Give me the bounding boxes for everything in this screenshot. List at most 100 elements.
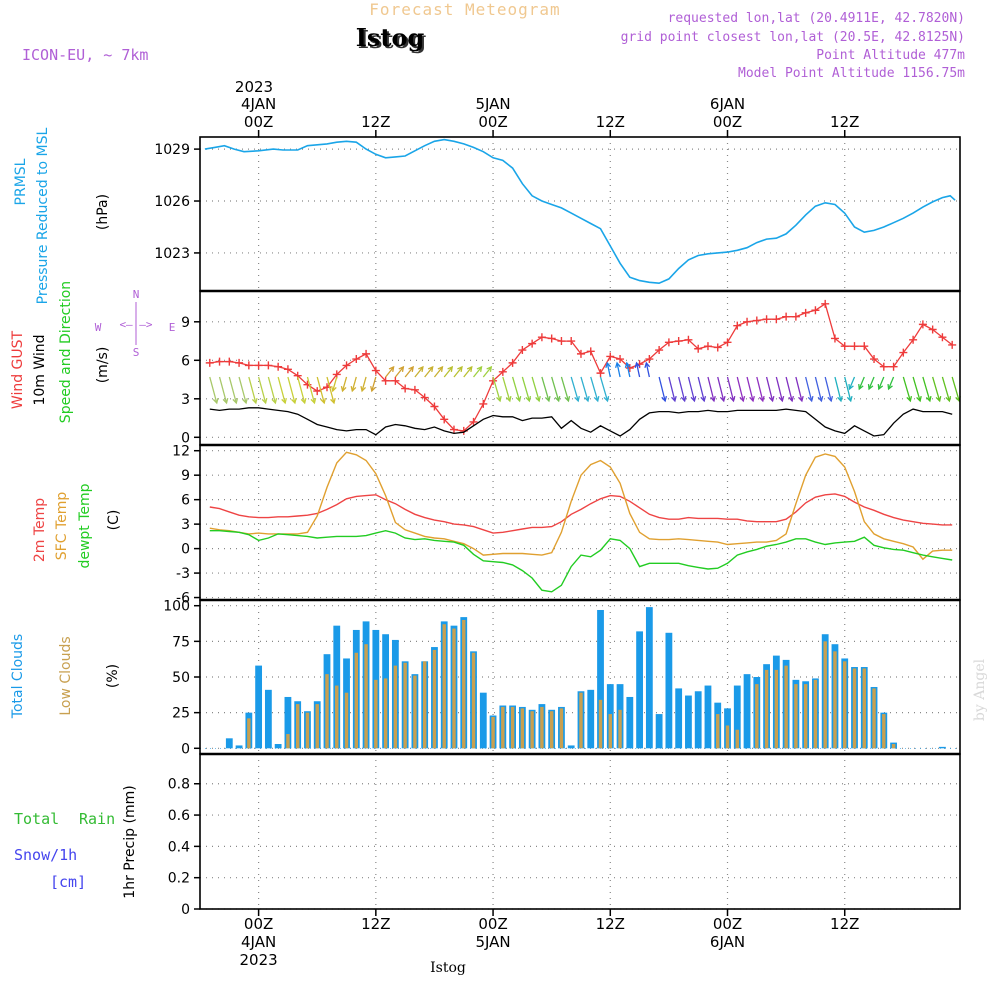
wind-arrow-head [251,397,258,405]
y-tick-label: 6 [181,353,190,369]
compass-s: S [133,346,140,359]
panels: 1023102610290369-6-3036912025507510000.2… [154,136,961,918]
gust-marker [215,357,224,366]
wind-arrow [912,376,921,402]
gust-marker [948,340,957,349]
total-cloud-bar [284,696,292,749]
wind-arrow [580,376,589,402]
total-cloud-bar [479,692,487,749]
gust-marker [244,361,253,370]
gust-marker [684,335,693,344]
gust-marker [606,352,615,361]
wind-arrow-head [680,395,687,403]
wind-arrow-head [719,395,726,403]
wind-arrow [717,376,725,402]
panel-frame [199,290,961,446]
compass-n: N [133,288,140,301]
wind-arrow [551,376,560,402]
panel-temperature: -6 -3 0 3 6 9 12 [172,444,960,607]
gust-marker [518,346,527,355]
y-tick-label: 9 [181,468,190,484]
wind-line [209,407,953,437]
wind-arrow [726,376,735,402]
low-cloud-bar [354,652,358,749]
low-clouds-label: Low Clouds [58,636,74,715]
low-cloud-bar [549,711,554,749]
low-cloud-bar [891,744,896,749]
total-cloud-bar [665,632,673,749]
wind-arrow [848,376,856,390]
wind-arrow-head [261,397,268,405]
wind-arrow-head [320,397,327,405]
gust-marker [772,315,781,324]
low-cloud-bar [823,641,827,749]
wind-arrow-head [564,395,571,403]
low-cloud-bar [247,718,251,749]
wind-arrow-head [945,395,952,403]
wind-arrow-head [877,383,884,391]
prmsl-desc-label: Pressure Reduced to MSL [35,127,51,304]
footer-station: Istog [430,960,466,976]
wind-arrow-head [848,383,854,391]
wind-arrow-head [739,395,746,403]
wind-arrow [414,366,424,378]
gust-marker [362,349,371,358]
top-tick-label: 4JAN [241,95,276,113]
precip-units: 1hr Precip (mm) [122,785,138,898]
wind-arrow-head [615,361,621,368]
gust-marker [694,344,703,353]
wind-arrow [443,366,453,378]
wind-arrow [404,366,414,378]
wind-arrow-head [574,395,580,403]
low-cloud-bar [286,734,290,749]
y-tick-label: 3 [181,517,190,533]
low-cloud-bar [295,704,300,749]
wind-arrow-head [887,383,893,391]
wind-arrow [858,376,865,390]
wind-arrow [878,376,885,390]
bottom-tick-label: 00Z [713,915,742,933]
top-tick-label: 12Z [830,113,859,131]
wind-arrow [371,376,377,392]
top-axis-year: 2023 [235,78,273,96]
wind-arrow [267,376,277,404]
wind-arrow-head [525,395,532,403]
precip-total-label: Total [14,810,59,828]
low-cloud-bar [862,668,866,749]
low-cloud-bar [344,692,349,749]
total-cloud-bar [694,691,702,749]
wind-arrow [424,366,434,378]
gust-label: Wind GUST [10,330,26,409]
gust-marker [235,358,244,367]
low-cloud-bar [803,684,808,749]
low-cloud-bar [598,699,603,749]
wind-arrow [287,376,296,404]
gust-marker [938,333,947,342]
wind-arrow [645,362,650,378]
low-cloud-bar [774,669,779,749]
wind-arrow [209,376,218,404]
sfc-temp-line [209,451,953,561]
wind-arrow-head [690,395,697,403]
precip-cm-label: [cm] [50,873,86,891]
gust-marker [889,362,898,371]
gust-marker [625,364,634,372]
wind-arrow-head [466,365,473,373]
wind-arrow [341,376,348,392]
wind-arrow-head [644,361,651,368]
gust-marker [821,299,830,308]
wind-arrow [463,366,473,378]
gust-marker [254,361,263,370]
station-name: Istog [356,23,425,52]
wind-arrow-head [398,365,405,373]
wind-arrow [560,376,570,402]
wind-arrow [433,366,443,378]
wind-arrow [626,362,631,378]
gust-marker [547,334,556,343]
dewpt-line [209,529,953,593]
total-clouds-label: Total Clouds [10,634,26,719]
y-tick-label: 0.6 [168,808,190,824]
